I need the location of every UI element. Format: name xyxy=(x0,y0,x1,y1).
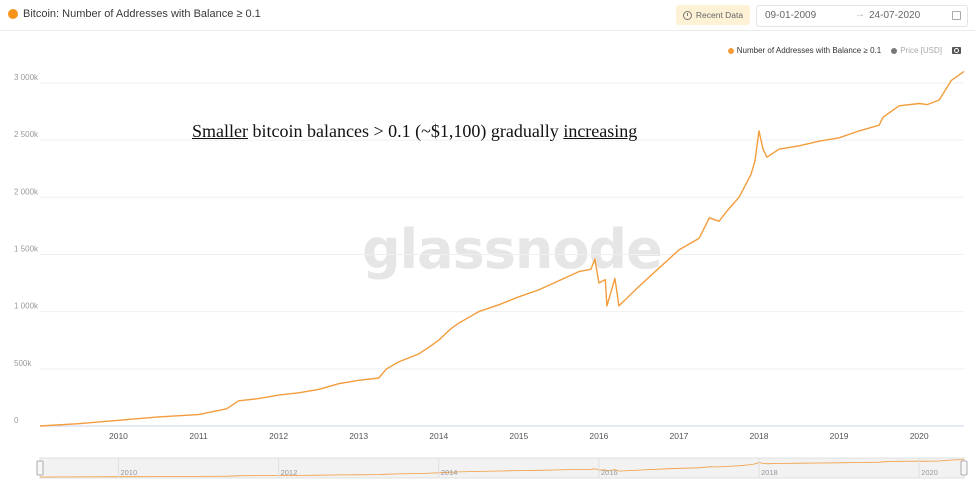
navigator-track xyxy=(39,457,965,479)
navigator-label: 2018 xyxy=(761,468,778,477)
annotation-middle: bitcoin balances > 0.1 (~$1,100) gradual… xyxy=(248,121,564,141)
date-from-field[interactable]: 09-01-2009 xyxy=(765,10,817,21)
legend-dot-gray xyxy=(891,47,898,54)
x-tick-label: 2019 xyxy=(830,431,849,441)
navigator-label: 2010 xyxy=(120,468,137,477)
navigator-handle-right[interactable] xyxy=(960,460,968,476)
annotation-smaller: Smaller xyxy=(192,121,248,141)
y-tick-label: 2 500k xyxy=(14,130,39,139)
y-tick-label: 1 500k xyxy=(14,244,39,253)
calendar-icon[interactable] xyxy=(952,11,961,20)
navigator-label: 2014 xyxy=(441,468,458,477)
x-tick-label: 2017 xyxy=(669,431,688,441)
date-to-field[interactable]: 24-07-2020 xyxy=(869,10,921,21)
watermark-logo: glassnode xyxy=(362,218,663,281)
y-tick-label: 3 000k xyxy=(14,73,39,82)
x-tick-label: 2018 xyxy=(750,431,769,441)
x-tick-label: 2020 xyxy=(910,431,929,441)
navigator-label: 2012 xyxy=(281,468,298,477)
recent-data-button[interactable]: Recent Data xyxy=(676,5,750,25)
chart-title: Bitcoin: Number of Addresses with Balanc… xyxy=(23,8,261,20)
navigator-series-line xyxy=(39,459,965,478)
x-tick-label: 2012 xyxy=(269,431,288,441)
legend-label-addresses: Number of Addresses with Balance ≥ 0.1 xyxy=(736,46,882,55)
y-tick-label: 2 000k xyxy=(14,187,39,196)
chart-header: Bitcoin: Number of Addresses with Balanc… xyxy=(0,0,975,31)
chart-annotation: Smaller bitcoin balances > 0.1 (~$1,100)… xyxy=(192,121,637,142)
legend-label-price: Price [USD] xyxy=(900,46,942,55)
date-range-picker[interactable]: 09-01-2009 → 24-07-2020 xyxy=(756,5,968,27)
navigator-handle-left[interactable] xyxy=(36,460,44,476)
chart-legend: Number of Addresses with Balance ≥ 0.1 P… xyxy=(718,46,961,55)
arrow-right-icon: → xyxy=(855,9,865,20)
recent-data-label: Recent Data xyxy=(695,10,744,20)
x-tick-label: 2010 xyxy=(109,431,128,441)
legend-item-price[interactable]: Price [USD] xyxy=(891,46,942,55)
y-tick-label: 0 xyxy=(14,416,19,425)
legend-item-addresses[interactable]: Number of Addresses with Balance ≥ 0.1 xyxy=(727,46,882,55)
x-tick-label: 2013 xyxy=(349,431,368,441)
annotation-increasing: increasing xyxy=(563,121,638,141)
y-tick-label: 500k xyxy=(14,359,32,368)
bitcoin-icon xyxy=(8,9,18,19)
series-line-addresses xyxy=(39,70,965,427)
x-tick-label: 2011 xyxy=(189,431,208,441)
chart-title-group: Bitcoin: Number of Addresses with Balanc… xyxy=(8,8,261,20)
clock-icon xyxy=(682,10,692,20)
x-tick-label: 2015 xyxy=(509,431,528,441)
navigator-label: 2020 xyxy=(921,468,938,477)
camera-icon[interactable] xyxy=(952,47,961,54)
x-tick-label: 2014 xyxy=(429,431,448,441)
legend-dot-orange xyxy=(727,47,734,54)
y-tick-label: 1 000k xyxy=(14,302,39,311)
navigator-label: 2016 xyxy=(601,468,618,477)
x-tick-label: 2016 xyxy=(589,431,608,441)
